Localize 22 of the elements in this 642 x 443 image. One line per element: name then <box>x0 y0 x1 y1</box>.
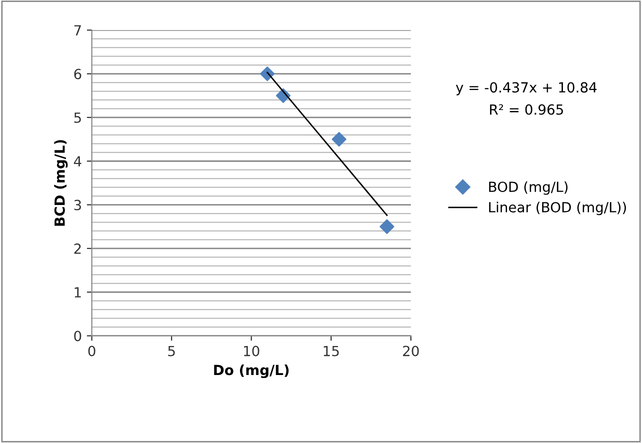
point <box>380 219 394 234</box>
y-tick-label: 4 <box>74 156 82 166</box>
y-tick-label: 1 <box>74 287 81 298</box>
point <box>260 66 275 82</box>
y-tick-label: 0 <box>74 330 82 342</box>
point <box>332 132 346 147</box>
x-tick-label: 10 <box>244 346 260 356</box>
x-tick-label: 20 <box>403 346 419 356</box>
y-tick-label: 2 <box>74 243 81 254</box>
text: R² = 0.965 <box>490 104 563 115</box>
y-tick-label: 7 <box>74 25 81 36</box>
legend-label: BOD (mg/L) <box>489 181 568 195</box>
y-tick-label: 6 <box>74 68 82 80</box>
legend-label: Linear (BOD (mg/L)) <box>489 202 626 216</box>
text: y = -0.437x + 10.84 <box>456 82 597 96</box>
x-tick-label: 15 <box>324 346 339 356</box>
y-tick-label: 5 <box>74 112 81 123</box>
x-tick-label: 0 <box>88 346 96 356</box>
x-axis-title: Do (mg/L) <box>214 364 289 378</box>
x-tick-label: 5 <box>168 346 175 356</box>
y-axis-title: BCD (mg/L) <box>54 140 68 226</box>
y-tick-label: 3 <box>74 200 81 210</box>
